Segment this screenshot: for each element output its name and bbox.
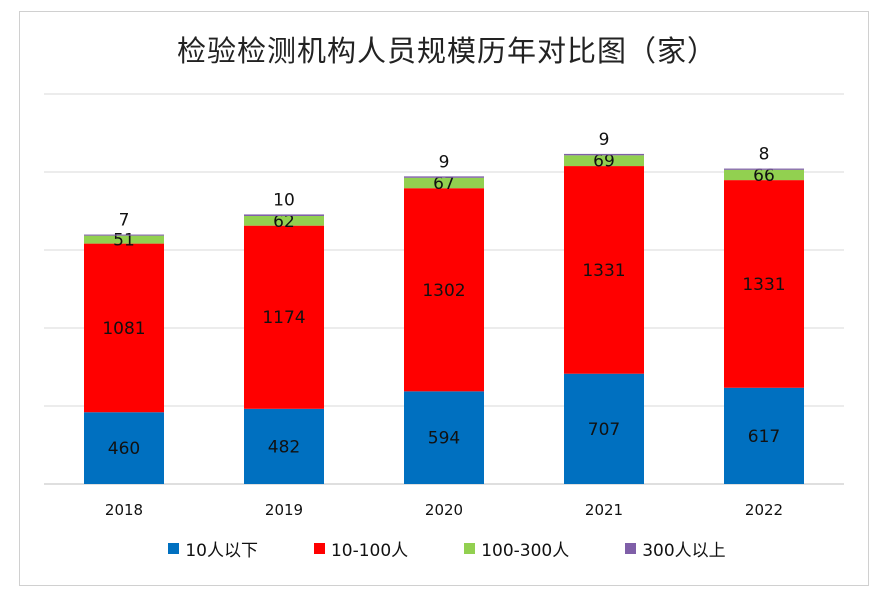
bar-segment-4	[404, 176, 484, 178]
bar-segment-1	[404, 391, 484, 484]
chart-title: 检验检测机构人员规模历年对比图（家）	[176, 34, 717, 68]
data-label: 1331	[742, 275, 785, 295]
bar-segment-4	[564, 153, 644, 156]
legend-label: 10-100人	[330, 541, 409, 561]
data-label: 594	[428, 429, 460, 449]
data-label: 9	[439, 152, 450, 172]
data-label: 69	[593, 152, 615, 172]
bar-segment-4	[84, 234, 164, 236]
bar-segment-1	[84, 412, 164, 484]
bar-segment-2	[84, 243, 164, 413]
legend-label: 100-300人	[481, 541, 570, 561]
bar-segment-3	[84, 235, 164, 244]
legend-swatch	[625, 543, 637, 554]
x-tick-label: 2018	[105, 501, 143, 519]
data-label: 51	[113, 231, 135, 251]
data-label: 66	[753, 166, 775, 186]
x-tick-label: 2019	[265, 501, 303, 519]
legend-item-300-over: 300人以上	[625, 536, 726, 561]
data-label: 707	[588, 420, 620, 440]
data-label: 1081	[102, 319, 145, 339]
data-label: 67	[433, 174, 455, 194]
legend: 10人以下 10-100人 100-300人 300人以上	[0, 536, 894, 561]
bar-segment-1	[724, 387, 804, 484]
legend-item-100-300: 100-300人	[464, 536, 569, 561]
data-label: 10	[273, 190, 295, 210]
data-label: 9	[599, 130, 610, 150]
bar-segment-2	[244, 225, 324, 409]
data-label: 617	[748, 427, 780, 447]
bar-segment-3	[404, 177, 484, 189]
data-label: 460	[108, 439, 140, 459]
bar-segment-3	[244, 215, 324, 226]
bar-segment-2	[724, 180, 804, 388]
legend-swatch	[313, 543, 325, 554]
data-label: 1174	[262, 308, 305, 328]
bar-segment-4	[724, 168, 804, 170]
x-tick-label: 2022	[745, 501, 783, 519]
data-label: 482	[268, 437, 300, 457]
data-label: 7	[119, 211, 130, 231]
legend-item-10-under: 10人以下	[168, 536, 258, 561]
data-label: 1331	[582, 261, 625, 281]
legend-swatch	[168, 543, 180, 554]
bar-segment-3	[724, 169, 804, 181]
legend-swatch	[464, 543, 476, 554]
legend-item-10-100: 10-100人	[313, 536, 409, 561]
bar-segment-3	[564, 155, 644, 167]
x-tick-label: 2021	[585, 501, 623, 519]
bar-segment-1	[244, 408, 324, 484]
legend-label: 10人以下	[185, 541, 258, 561]
bar-segment-1	[564, 373, 644, 484]
data-label: 8	[759, 145, 770, 165]
x-tick-label: 2020	[425, 501, 463, 519]
bar-segment-4	[244, 214, 324, 216]
bar-segment-2	[404, 188, 484, 392]
legend-label: 300人以上	[642, 541, 726, 561]
data-label: 62	[273, 212, 295, 232]
bar-segment-2	[564, 166, 644, 374]
data-label: 1302	[422, 281, 465, 301]
